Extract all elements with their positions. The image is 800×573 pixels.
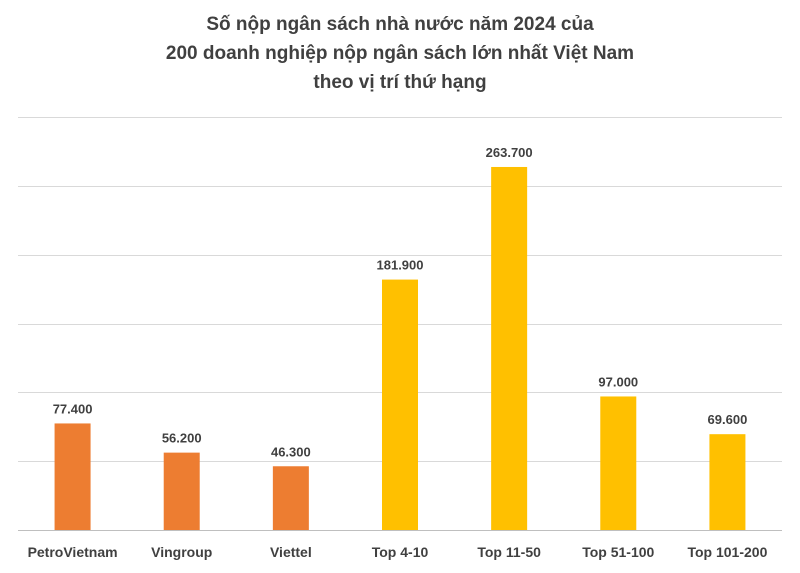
chart-title-line-3: theo vị trí thứ hạng — [313, 72, 487, 93]
bar-vingroup — [163, 452, 200, 530]
x-tick-label: Top 101-200 — [687, 544, 767, 560]
bar-top-51-100 — [600, 396, 637, 530]
bar-petrovietnam — [54, 423, 91, 530]
data-label: 69.600 — [708, 412, 748, 427]
data-label: 46.300 — [271, 444, 311, 459]
data-label: 181.900 — [377, 258, 424, 273]
x-tick-label: Top 11-50 — [477, 544, 541, 560]
chart-title-line-2: 200 doanh nghiệp nộp ngân sách lớn nhất … — [165, 43, 635, 64]
data-label: 97.000 — [598, 374, 638, 389]
x-tick-label: Top 51-100 — [582, 544, 654, 560]
data-label: 263.700 — [486, 145, 533, 160]
bar-top-11-50 — [491, 166, 528, 530]
bar-viettel — [272, 466, 309, 530]
data-label: 77.400 — [53, 401, 93, 416]
chart-title: Số nộp ngân sách nhà nước năm 2024 của 2… — [0, 10, 800, 97]
bar-top-101-200 — [709, 434, 746, 530]
x-tick-label: Vingroup — [151, 544, 212, 560]
data-label: 56.200 — [162, 431, 202, 446]
chart-title-line-1: Số nộp ngân sách nhà nước năm 2024 của — [206, 14, 594, 35]
bar-top-4-10 — [382, 279, 418, 530]
x-tick-label: Viettel — [270, 544, 312, 560]
x-tick-label: Top 4-10 — [372, 544, 429, 560]
x-tick-label: PetroVietnam — [28, 544, 118, 560]
